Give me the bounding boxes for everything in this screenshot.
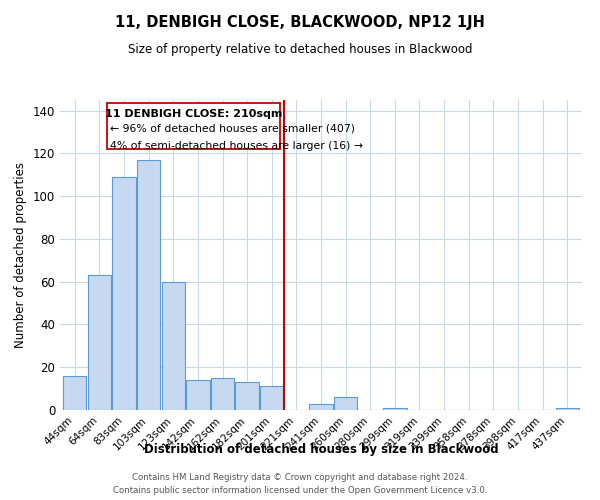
Bar bbox=[310, 404, 332, 410]
Text: 11 DENBIGH CLOSE: 210sqm: 11 DENBIGH CLOSE: 210sqm bbox=[105, 109, 282, 119]
Bar bbox=[211, 378, 234, 410]
Bar bbox=[556, 408, 579, 410]
Text: 4% of semi-detached houses are larger (16) →: 4% of semi-detached houses are larger (1… bbox=[110, 140, 364, 150]
Text: Size of property relative to detached houses in Blackwood: Size of property relative to detached ho… bbox=[128, 42, 472, 56]
Text: ← 96% of detached houses are smaller (407): ← 96% of detached houses are smaller (40… bbox=[110, 124, 355, 134]
Bar bbox=[137, 160, 160, 410]
Text: 11, DENBIGH CLOSE, BLACKWOOD, NP12 1JH: 11, DENBIGH CLOSE, BLACKWOOD, NP12 1JH bbox=[115, 15, 485, 30]
Bar bbox=[63, 376, 86, 410]
Y-axis label: Number of detached properties: Number of detached properties bbox=[14, 162, 27, 348]
Bar bbox=[88, 276, 111, 410]
Bar bbox=[112, 177, 136, 410]
Text: Distribution of detached houses by size in Blackwood: Distribution of detached houses by size … bbox=[143, 442, 499, 456]
Bar bbox=[260, 386, 283, 410]
Bar bbox=[334, 397, 358, 410]
Bar bbox=[235, 382, 259, 410]
Text: Contains HM Land Registry data © Crown copyright and database right 2024.
Contai: Contains HM Land Registry data © Crown c… bbox=[113, 474, 487, 495]
Bar bbox=[383, 408, 407, 410]
FancyBboxPatch shape bbox=[107, 103, 280, 149]
Bar bbox=[161, 282, 185, 410]
Bar bbox=[186, 380, 209, 410]
